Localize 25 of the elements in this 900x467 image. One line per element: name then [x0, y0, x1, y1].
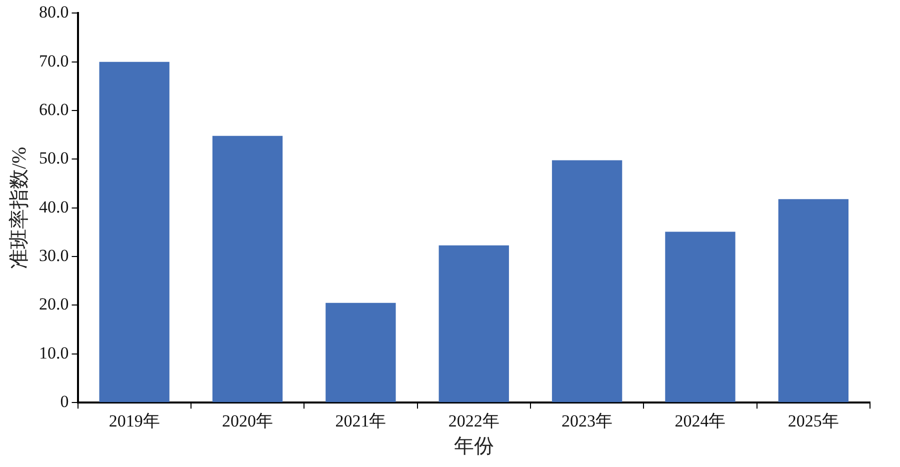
- y-tick-label: 30.0: [39, 246, 69, 266]
- x-tick-label: 2019年: [108, 411, 160, 430]
- y-axis-title: 准班率指数/%: [8, 146, 30, 270]
- bar: [438, 245, 509, 402]
- bar: [326, 302, 396, 402]
- y-tick-label: 20.0: [39, 294, 69, 314]
- x-tick-label: 2025年: [788, 411, 839, 430]
- y-tick-label: 60.0: [39, 100, 69, 120]
- bar: [552, 160, 622, 402]
- x-axis-title: 年份: [454, 435, 494, 458]
- y-tick-label: 70.0: [39, 51, 69, 70]
- bar: [778, 199, 848, 402]
- y-tick-label: 40.0: [39, 197, 69, 216]
- bar: [665, 232, 736, 402]
- x-tick-label: 2024年: [674, 411, 726, 430]
- x-tick-label: 2023年: [562, 411, 613, 430]
- bar: [212, 136, 283, 402]
- y-tick-label: 80.0: [39, 2, 69, 22]
- x-tick-label: 2021年: [335, 411, 386, 430]
- x-tick-label: 2020年: [222, 411, 274, 430]
- y-tick-label: 10.0: [39, 343, 69, 362]
- y-tick-label: 0: [60, 392, 69, 412]
- x-tick-label: 2022年: [448, 411, 500, 430]
- bar: [99, 62, 170, 402]
- y-tick-label: 50.0: [39, 148, 69, 168]
